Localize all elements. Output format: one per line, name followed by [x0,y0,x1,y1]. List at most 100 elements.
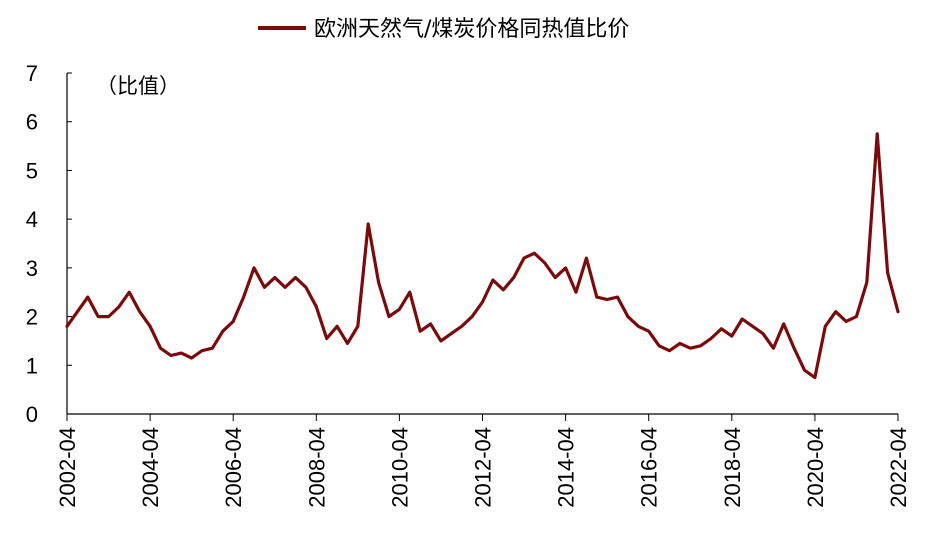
y-tick-label: 3 [26,256,38,281]
y-tick-label: 5 [26,158,38,183]
data-point [585,257,588,259]
data-point [751,325,754,328]
data-point [367,223,370,225]
data-point [564,267,567,269]
data-point [575,291,577,294]
data-point [76,310,79,313]
plot-area [65,132,900,380]
data-point [793,347,795,350]
data-point [325,337,328,340]
data-point [305,286,307,289]
data-point [689,347,692,350]
data-point [274,276,276,279]
data-point [388,315,390,318]
data-point [87,296,89,298]
data-point [886,271,889,274]
data-point [637,325,640,328]
unit-label: （比值） [96,74,180,98]
data-point [222,330,224,333]
data-point [253,267,255,269]
data-point [533,252,536,254]
data-point [855,315,858,318]
data-point [502,289,505,291]
data-point [97,315,99,318]
data-point [699,345,702,347]
data-point [523,257,525,259]
data-point [118,306,120,308]
data-point [242,296,245,298]
data-point [481,301,484,303]
x-tick-label: 2012-04 [471,427,496,508]
x-tick-label: 2014-04 [554,427,579,508]
series-line [65,132,900,380]
data-point [66,325,68,328]
data-point [211,347,214,350]
y-tick-label: 7 [26,61,38,86]
x-tick-label: 2002-04 [55,427,80,508]
data-point [263,286,266,289]
data-point [897,310,899,313]
data-point [845,320,847,323]
y-tick-label: 1 [26,353,38,378]
x-tick-label: 2016-04 [637,427,662,508]
data-point [429,323,432,325]
y-tick-label: 6 [26,110,38,135]
data-point [492,279,494,281]
data-point [741,318,743,320]
data-point [149,325,151,328]
data-point [471,315,473,318]
data-point [294,276,297,279]
data-point [554,276,556,279]
data-point [596,296,598,298]
data-point [336,325,338,328]
x-tick-label: 2004-04 [138,427,163,508]
x-tick-label: 2018-04 [720,427,745,508]
data-point [876,133,878,135]
data-point [544,262,546,264]
data-point [679,342,681,345]
x-tick-label: 2020-04 [803,427,828,508]
data-point [357,325,359,328]
data-point [170,354,172,357]
data-point [668,349,671,352]
data-point [419,330,422,333]
x-axis: 2002-04 2004-04 2006-04 2008-04 2010-04 2012-… [55,413,911,508]
data-point [772,347,775,350]
data-point [606,298,608,301]
legend-label: 欧洲天然气/煤炭价格同热值比价 [314,17,629,42]
legend: 欧洲天然气/煤炭价格同热值比价 [258,17,629,42]
x-tick-label: 2008-04 [304,427,329,508]
data-point [346,342,349,345]
data-point [159,347,162,350]
data-point [284,286,286,289]
data-point [512,276,515,279]
data-point [201,349,203,352]
data-point [814,376,816,379]
data-point [824,325,827,328]
data-point [658,345,660,347]
y-axis: 0 1 2 3 4 5 6 7 [26,61,72,427]
y-tick-label: 0 [26,402,38,427]
data-point [460,325,463,328]
data-point [128,291,131,294]
data-point [731,335,733,337]
x-tick-label: 2006-04 [221,427,246,508]
data-point [398,308,401,311]
x-tick-label: 2010-04 [387,427,412,508]
data-point [315,306,318,308]
data-point [866,281,868,284]
data-point [138,310,141,313]
data-point [710,337,712,340]
y-tick-label: 4 [26,207,38,232]
data-point [180,352,183,354]
data-point [782,323,785,325]
data-point [190,357,193,359]
data-point [377,281,380,284]
data-point [762,332,764,335]
data-point [440,340,442,342]
data-point [232,320,234,323]
data-point [616,296,619,298]
data-point [450,332,453,335]
data-point [409,291,411,294]
